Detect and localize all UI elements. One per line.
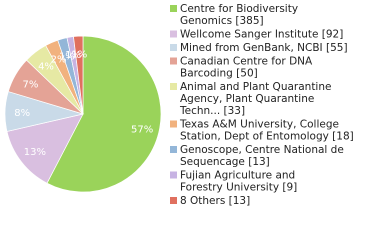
slice-label: 8% xyxy=(14,108,30,119)
slice-label: 57% xyxy=(131,124,153,135)
legend-label: Wellcome Sanger Institute [92] xyxy=(180,29,343,41)
legend-label: Texas A&M University, College Station, De… xyxy=(179,119,354,143)
slice-label: 2% xyxy=(51,54,67,65)
legend-swatch xyxy=(170,146,177,153)
legend-label: Mined from GenBank, NCBI [55] xyxy=(180,42,348,54)
pie-slice xyxy=(73,35,84,115)
slice-label: 13% xyxy=(24,147,46,158)
legend-swatch xyxy=(170,44,177,51)
slice-label: 1% xyxy=(71,49,87,60)
legend-label: Animal and Plant Quarantine Agency, Plant… xyxy=(179,81,331,117)
legend-swatch xyxy=(170,197,177,204)
legend-swatch xyxy=(170,30,177,38)
legend-label: Fujian Agriculture and Forestry Universit… xyxy=(180,170,297,194)
pie-slice xyxy=(46,35,162,193)
legend-swatch xyxy=(170,83,177,90)
legend-swatch xyxy=(170,5,177,12)
legend-swatch xyxy=(170,171,177,179)
legend-swatch xyxy=(170,120,177,128)
slice-label: 7% xyxy=(22,79,38,90)
slice-label: 1% xyxy=(65,50,81,61)
legend-swatch xyxy=(170,57,177,65)
pie-slice xyxy=(6,113,84,184)
legend-label: 8 Others [13] xyxy=(180,195,250,207)
legend-label: Genoscope, Centre National de Sequencage … xyxy=(180,144,344,168)
slice-label: 1% xyxy=(59,51,75,62)
slice-label: 4% xyxy=(38,62,54,73)
legend-label: Canadian Centre for DNA Barcoding [50] xyxy=(180,56,313,80)
legend-label: Centre for Biodiversity Genomics [385] xyxy=(180,3,298,27)
